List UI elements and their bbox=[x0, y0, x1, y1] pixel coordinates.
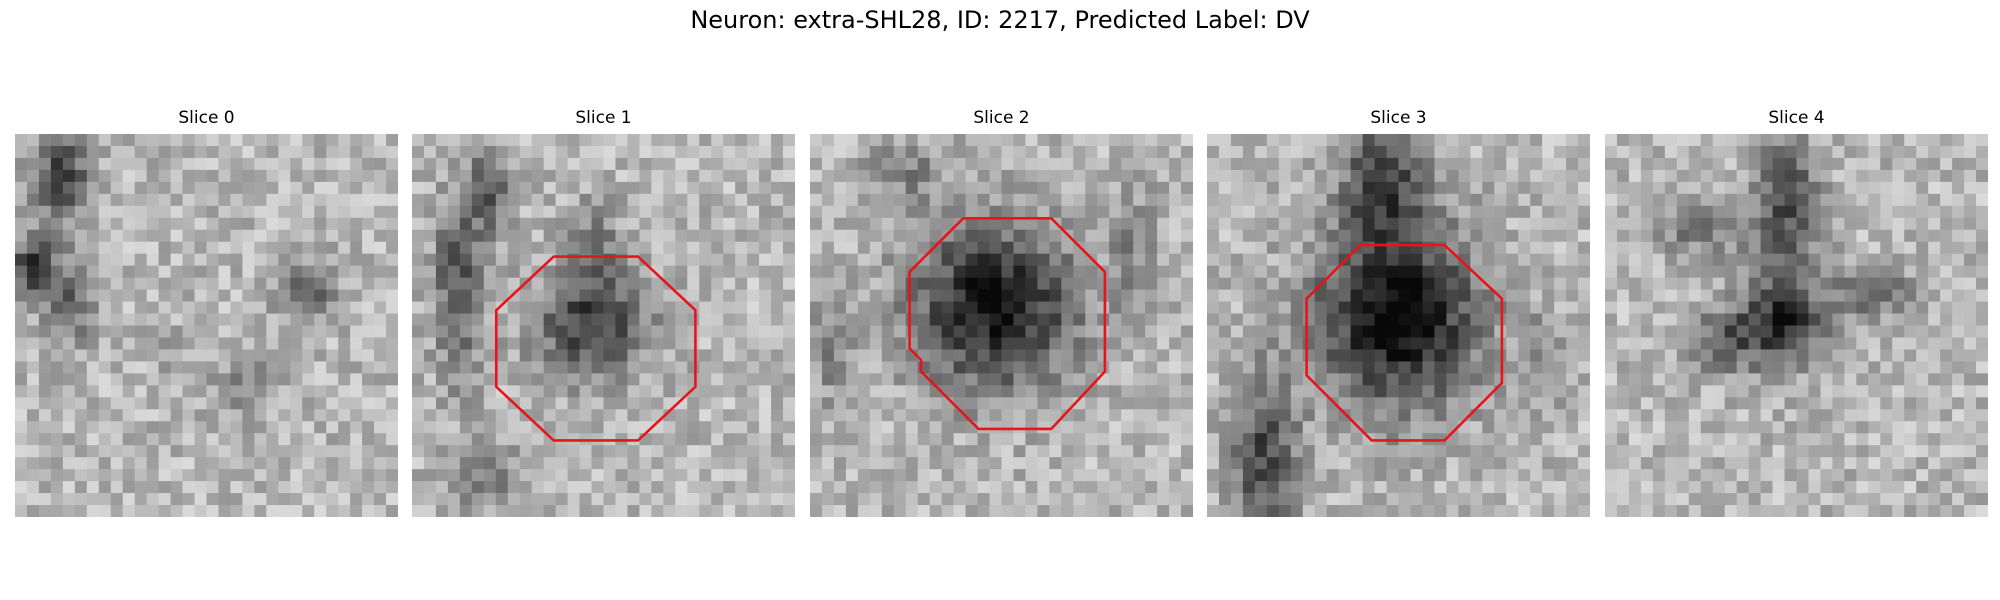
slice-title: Slice 4 bbox=[1605, 108, 1988, 128]
slice-image-4 bbox=[1605, 134, 1988, 517]
slice-image-3 bbox=[1207, 134, 1590, 517]
slice-panel-3: Slice 3 bbox=[1207, 134, 1590, 517]
slice-panel-2: Slice 2 bbox=[810, 134, 1193, 517]
slice-image-1 bbox=[412, 134, 795, 517]
slice-panel-0: Slice 0 bbox=[15, 134, 398, 517]
slice-image-0 bbox=[15, 134, 398, 517]
slice-title: Slice 1 bbox=[412, 108, 795, 128]
slice-panel-1: Slice 1 bbox=[412, 134, 795, 517]
slice-title: Slice 0 bbox=[15, 108, 398, 128]
slice-panel-4: Slice 4 bbox=[1605, 134, 1988, 517]
figure-title: Neuron: extra-SHL28, ID: 2217, Predicted… bbox=[0, 6, 2000, 34]
slice-title: Slice 2 bbox=[810, 108, 1193, 128]
slice-image-2 bbox=[810, 134, 1193, 517]
slice-title: Slice 3 bbox=[1207, 108, 1590, 128]
